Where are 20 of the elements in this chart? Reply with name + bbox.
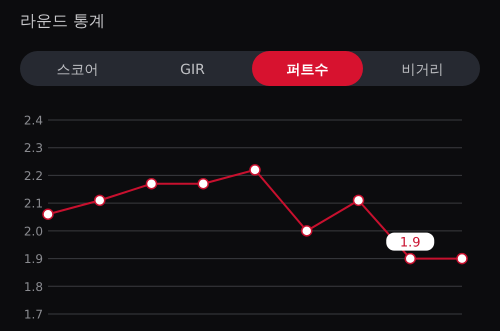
point [301,225,312,237]
y-tick-label: 2.2 [24,168,43,183]
y-tick-label: 2.4 [24,114,43,128]
y-tick-label: 2.1 [24,196,43,211]
point [249,164,261,176]
y-tick-label: 2.0 [24,224,43,238]
tabs: 스코어 GIR 퍼트수 비거리 [20,51,480,86]
point [94,194,106,206]
y-tick-label: 1.9 [24,252,43,266]
point [352,194,364,206]
chart-title: 라운드 통계 [20,11,106,30]
point [404,252,416,264]
y-tick-label: 1.7 [24,308,43,322]
data-label: 1.9 [400,236,421,251]
point [198,178,209,190]
point [146,178,158,190]
point [42,208,54,220]
y-tick-label: 1.8 [24,280,43,294]
y-tick-label: 2.3 [24,141,43,156]
point [456,252,468,264]
